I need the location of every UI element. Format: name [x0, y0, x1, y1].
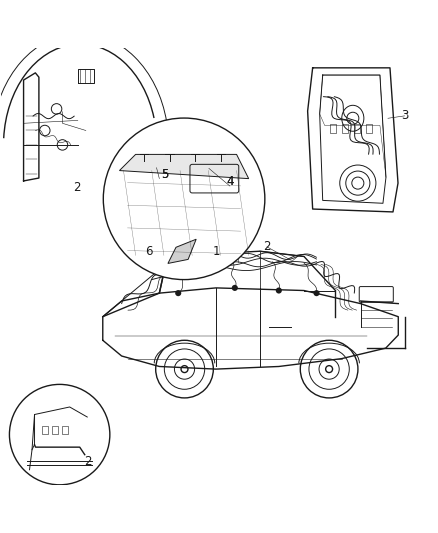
Circle shape [314, 290, 320, 296]
Circle shape [103, 118, 265, 280]
Circle shape [232, 285, 238, 291]
Text: 5: 5 [161, 168, 168, 181]
Text: 4: 4 [226, 175, 233, 188]
Bar [366, 124, 372, 133]
Bar [52, 425, 58, 433]
Text: 6: 6 [145, 245, 153, 258]
Text: 2: 2 [73, 181, 81, 195]
Text: 1: 1 [213, 245, 221, 258]
Polygon shape [120, 155, 249, 179]
Circle shape [10, 384, 110, 485]
Circle shape [276, 287, 282, 294]
Text: 4: 4 [226, 175, 233, 188]
Bar [342, 124, 348, 133]
Bar [62, 425, 67, 433]
Text: 3: 3 [401, 109, 408, 123]
Bar [354, 124, 360, 133]
Bar [330, 124, 336, 133]
Circle shape [175, 290, 181, 296]
Text: 5: 5 [161, 168, 168, 181]
Text: 2: 2 [263, 240, 271, 253]
Text: 2: 2 [84, 455, 92, 468]
Polygon shape [168, 239, 196, 263]
Bar [42, 425, 48, 433]
